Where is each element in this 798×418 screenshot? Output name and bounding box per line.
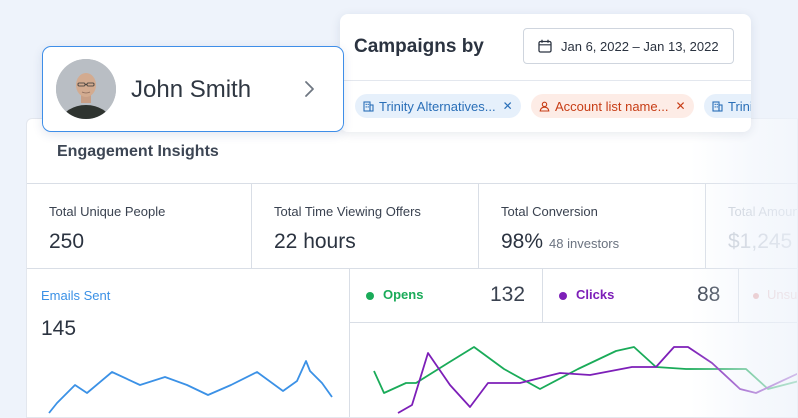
opens-dot-icon [366, 292, 374, 300]
stat-clicks[interactable]: Clicks 88 [543, 269, 739, 322]
engagement-title: Engagement Insights [57, 143, 219, 160]
metric-value: 98% 48 investors [501, 230, 619, 254]
metric-label: Total Unique People [49, 204, 166, 219]
clicks-value: 88 [697, 283, 721, 306]
opens-line [373, 346, 797, 394]
chip-label: Trinity Alternatives... [728, 98, 751, 114]
emails-sent-label: Emails Sent [41, 288, 111, 303]
metrics-row: Total Unique People 250 Total Time Viewi… [27, 183, 798, 269]
campaign-chip-account-list[interactable]: Account list name... ✕ [531, 94, 694, 118]
conversion-investors: 48 investors [549, 236, 620, 251]
chevron-right-icon [305, 81, 314, 97]
engagement-insights-card: Engagement Insights Total Unique People … [26, 118, 798, 418]
chip-label: Account list name... [555, 98, 669, 114]
building-icon [363, 100, 374, 112]
metric-total-amount: Total Amount $1,245 [706, 184, 798, 268]
emails-sent-value: 145 [41, 317, 77, 340]
charts-row: Emails Sent 145 Opens 132 Clicks 88 Unsu… [27, 269, 798, 417]
metric-total-conversion: Total Conversion 98% 48 investors [479, 184, 706, 268]
metric-total-unique-people: Total Unique People 250 [27, 184, 252, 268]
person-photo-icon [56, 59, 116, 119]
metric-value: 22 hours [274, 230, 356, 253]
opens-value: 132 [490, 283, 526, 306]
conversion-value: 98% [501, 230, 544, 253]
stat-opens[interactable]: Opens 132 [350, 269, 543, 322]
metric-label: Total Amount [728, 204, 798, 219]
chip-remove-icon[interactable]: ✕ [675, 99, 686, 113]
clicks-label: Clicks [576, 287, 615, 302]
emails-sent-panel: Emails Sent 145 [27, 269, 350, 417]
chip-remove-icon[interactable]: ✕ [502, 99, 513, 113]
campaign-chip-trinity-2[interactable]: Trinity Alternatives... [704, 94, 751, 118]
opens-clicks-chart [373, 346, 797, 414]
profile-card[interactable]: John Smith [42, 46, 344, 132]
stat-unsubscribes[interactable]: Unsubscribes [739, 269, 798, 322]
profile-name: John Smith [131, 76, 252, 103]
clicks-dot-icon [559, 292, 567, 300]
unsubscribes-label: Unsubscribes [767, 287, 798, 302]
date-range-picker[interactable]: Jan 6, 2022 – Jan 13, 2022 [523, 28, 734, 64]
user-icon [539, 101, 550, 112]
campaign-chip-trinity[interactable]: Trinity Alternatives... ✕ [355, 94, 521, 118]
unsubscribes-dot-icon [753, 293, 759, 299]
metric-value: $1,245 [728, 230, 793, 253]
chip-label: Trinity Alternatives... [379, 98, 496, 114]
emails-sent-sparkline [48, 360, 333, 414]
metric-value: 250 [49, 230, 85, 253]
building-icon [712, 100, 723, 112]
campaigns-divider [340, 80, 751, 81]
campaigns-card: Campaigns by Jan 6, 2022 – Jan 13, 2022 … [340, 14, 751, 132]
avatar [56, 59, 116, 119]
calendar-icon [538, 39, 552, 53]
emails-sent-line [48, 360, 333, 414]
email-stats-strip: Opens 132 Clicks 88 Unsubscribes [350, 269, 798, 323]
metric-total-time-viewing: Total Time Viewing Offers 22 hours [252, 184, 479, 268]
metric-label: Total Conversion [501, 204, 598, 219]
campaigns-title: Campaigns by [354, 36, 484, 57]
metric-label: Total Time Viewing Offers [274, 204, 421, 219]
opens-label: Opens [383, 287, 424, 302]
date-range-text: Jan 6, 2022 – Jan 13, 2022 [561, 38, 719, 54]
